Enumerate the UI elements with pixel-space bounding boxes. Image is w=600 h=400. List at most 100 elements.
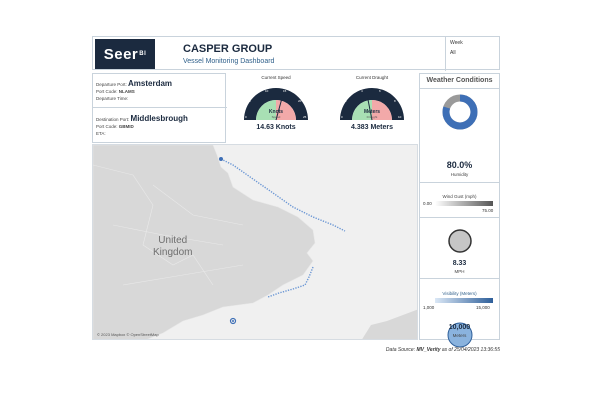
company-name: CASPER GROUP bbox=[183, 43, 273, 55]
speed-tick-5: 25 bbox=[303, 115, 307, 119]
speed-tick-4: 20 bbox=[298, 99, 302, 103]
uk-landmass bbox=[93, 145, 316, 339]
visibility-value: 10,000 bbox=[448, 324, 471, 331]
draught-tick-1: 2 bbox=[345, 99, 347, 103]
week-filter-value[interactable]: All bbox=[450, 50, 456, 56]
departure-port-row: Departure Port: Amsterdam bbox=[96, 79, 172, 88]
speed-gauge: Current Speed 0 5 10 15 20 25 Knots Spee… bbox=[236, 73, 316, 143]
speed-gauge-green-zone bbox=[256, 100, 276, 120]
seerbi-logo: Seer BI bbox=[95, 39, 155, 69]
destination-port-name: Middlesbrough bbox=[130, 114, 188, 123]
data-source-name: MV_Verity bbox=[416, 347, 441, 353]
speed-gauge-needle bbox=[275, 98, 283, 121]
data-source-timestamp: as of 25/04/2023 13:36:55 bbox=[441, 347, 500, 353]
wind-legend-min: 0.00 bbox=[423, 201, 432, 206]
draught-tick-3: 6 bbox=[379, 89, 381, 93]
departure-port-name: Amsterdam bbox=[128, 79, 173, 88]
destination-code-row: Port Code: GBMID bbox=[96, 124, 134, 129]
data-source-label: Data Source: bbox=[385, 347, 416, 353]
port-marker[interactable] bbox=[229, 317, 237, 325]
visibility-circle bbox=[447, 322, 473, 348]
wind-legend-bar bbox=[435, 201, 493, 206]
port-info-panel: Departure Port: Amsterdam Port Code: NLA… bbox=[92, 73, 227, 143]
destination-port-row: Destination Port: Middlesbrough bbox=[96, 114, 188, 123]
logo-text: Seer bbox=[103, 45, 139, 63]
port-marker-center bbox=[232, 320, 234, 322]
draught-tick-5: 10 bbox=[398, 115, 402, 119]
draught-gauge-value: 4.383 Meters bbox=[350, 124, 394, 131]
data-source-footer: Data Source: MV_Verity as of 25/04/2023 … bbox=[92, 347, 500, 353]
dashboard-header: Seer BI CASPER GROUP Vessel Monitoring Da… bbox=[92, 36, 501, 71]
humidity-value: 80.0% bbox=[446, 160, 473, 170]
speed-gauge-sub: Speed bbox=[272, 115, 281, 119]
draught-gauge: Current Draught 0 2 4 6 8 10 Meters Drau… bbox=[332, 73, 412, 143]
week-filter[interactable]: Week All bbox=[445, 37, 501, 71]
map-region-borders bbox=[93, 164, 244, 286]
vessel-map[interactable]: United Kingdom © 2023 Mapbox © OpenStree… bbox=[92, 144, 418, 340]
destination-port-label: Destination Port: bbox=[96, 117, 130, 122]
humidity-donut bbox=[442, 94, 478, 130]
map-country-label: United Kingdom bbox=[153, 235, 192, 259]
weather-panel: Weather Conditions 80.0% Humidity Wind G… bbox=[419, 73, 500, 348]
wind-circle-shape bbox=[448, 229, 472, 253]
departure-port-label: Departure Port: bbox=[96, 82, 127, 87]
draught-gauge-needle bbox=[367, 98, 373, 121]
speed-tick-3: 15 bbox=[283, 89, 287, 93]
map-label-line1: United bbox=[158, 235, 188, 246]
gauges-panel: Current Speed 0 5 10 15 20 25 Knots Spee… bbox=[228, 73, 418, 143]
departure-code: NLAMS bbox=[118, 89, 135, 94]
visibility-legend-title: Visibility (Meters) bbox=[442, 291, 477, 296]
speed-gauge-title: Current Speed bbox=[261, 75, 291, 80]
wind-legend-max: 75.00 bbox=[482, 208, 494, 213]
speed-tick-0: 0 bbox=[245, 115, 247, 119]
speed-tick-2: 10 bbox=[265, 89, 269, 93]
draught-tick-4: 8 bbox=[394, 99, 396, 103]
humidity-label: Humidity bbox=[450, 172, 469, 177]
destination-eta-label: ETA: bbox=[96, 131, 106, 136]
draught-gauge-sub: Draught bbox=[367, 115, 378, 119]
port-divider bbox=[93, 107, 227, 108]
weather-divider bbox=[420, 217, 499, 218]
destination-code: GBMID bbox=[118, 124, 134, 129]
draught-gauge-title: Current Draught bbox=[355, 75, 389, 80]
dashboard-subtitle: Vessel Monitoring Dashboard bbox=[183, 58, 275, 65]
draught-gauge-red-zone bbox=[372, 100, 392, 120]
vessel-position-marker[interactable] bbox=[219, 157, 223, 161]
draught-gauge-rim bbox=[340, 88, 404, 120]
visibility-legend-bar bbox=[435, 298, 493, 303]
draught-gauge-unit: Meters bbox=[364, 109, 380, 115]
speed-gauge-dial: 0 5 10 15 20 25 Knots Speed bbox=[244, 88, 308, 121]
weather-divider bbox=[420, 182, 499, 183]
departure-code-label: Port Code: bbox=[96, 89, 118, 94]
map-label-line2: Kingdom bbox=[153, 247, 193, 258]
visibility-circle-shape bbox=[447, 322, 473, 348]
speed-gauge-red-zone bbox=[276, 100, 296, 120]
departure-time-label: Departure Time: bbox=[96, 96, 129, 101]
destination-code-label: Port Code: bbox=[96, 124, 118, 129]
visibility-label: Meters bbox=[452, 333, 467, 338]
weather-title: Weather Conditions bbox=[426, 77, 493, 84]
weather-divider bbox=[420, 278, 499, 279]
vessel-track-south bbox=[267, 266, 314, 298]
departure-code-row: Port Code: NLAMS bbox=[96, 89, 135, 94]
wind-circle bbox=[448, 229, 472, 253]
wind-legend-title: Wind Gust (mph) bbox=[442, 194, 477, 199]
speed-gauge-value: 14.63 Knots bbox=[256, 124, 296, 131]
speed-gauge-unit: Knots bbox=[269, 109, 283, 115]
speed-gauge-rim bbox=[244, 88, 308, 120]
draught-gauge-green-zone bbox=[352, 100, 372, 120]
week-filter-label: Week bbox=[450, 40, 463, 46]
visibility-legend-max: 15,000 bbox=[476, 305, 490, 310]
draught-gauge-dial: 0 2 4 6 8 10 Meters Draught bbox=[340, 88, 404, 121]
speed-tick-1: 5 bbox=[249, 99, 251, 103]
weather-divider bbox=[420, 88, 499, 89]
draught-tick-0: 0 bbox=[341, 115, 343, 119]
visibility-legend-min: 1,000 bbox=[423, 305, 435, 310]
map-canvas[interactable] bbox=[93, 145, 418, 340]
continent-landmass bbox=[362, 309, 417, 339]
draught-tick-2: 4 bbox=[361, 89, 363, 93]
map-credit[interactable]: © 2023 Mapbox © OpenStreetMap bbox=[97, 332, 159, 337]
humidity-donut-fill bbox=[442, 94, 478, 130]
wind-label: MPH bbox=[454, 269, 465, 274]
logo-superscript: BI bbox=[139, 51, 147, 57]
